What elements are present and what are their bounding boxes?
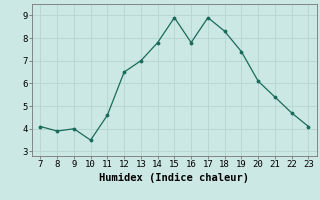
- X-axis label: Humidex (Indice chaleur): Humidex (Indice chaleur): [100, 173, 249, 183]
